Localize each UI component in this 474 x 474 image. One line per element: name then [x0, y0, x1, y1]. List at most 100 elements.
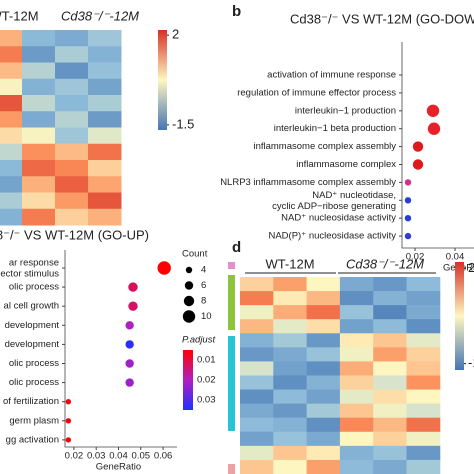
x-tick-label: 0.05 — [132, 451, 151, 462]
row-annotation — [228, 336, 235, 431]
size-legend-label: 6 — [201, 280, 206, 291]
heatmap-cell — [373, 389, 407, 405]
heatmap-cell — [55, 62, 89, 80]
heatmap-cell — [240, 291, 274, 306]
heatmap-cell — [406, 277, 441, 292]
dot — [426, 104, 440, 118]
heatmap-cell — [339, 445, 374, 461]
heatmap-cell — [339, 361, 374, 376]
heatmap-cell — [0, 78, 23, 96]
heatmap-cell — [306, 347, 341, 362]
heatmap-cell — [339, 319, 374, 334]
heatmap-cell — [273, 403, 308, 419]
heatmap-cell — [339, 431, 374, 447]
x-tick-label: 0.06 — [154, 451, 173, 462]
heatmap-cell — [55, 160, 89, 177]
heatmap-cell — [406, 361, 441, 376]
heatmap-cell — [88, 62, 122, 80]
heatmap-cell — [373, 403, 407, 419]
colorbar-label: -1 — [468, 355, 474, 370]
dot — [128, 282, 138, 292]
heatmap-cell — [306, 291, 341, 306]
heatmap-cell — [55, 176, 89, 193]
heatmap-cell — [406, 403, 441, 419]
heatmap-cell — [373, 333, 407, 348]
heatmap-cell — [406, 431, 441, 447]
heatmap-cell — [273, 361, 308, 376]
y-tick-label: of fertilization — [3, 396, 59, 407]
colorbar — [455, 262, 464, 370]
dot — [404, 232, 412, 240]
y-tick-label: NAD⁺ nucleotidase, cyclic ADP−ribose gene… — [272, 189, 396, 211]
size-legend-label: 10 — [201, 311, 212, 322]
y-tick-label: olic process — [9, 358, 59, 369]
dot — [412, 141, 424, 152]
y-tick-label: al cell growth — [4, 301, 59, 312]
heatmap-cell — [240, 277, 274, 292]
panel-title: Cd38⁻/⁻ VS WT-12M (GO-DOWN) — [290, 11, 474, 26]
heatmap-cell — [406, 417, 441, 433]
heatmap-cell — [373, 445, 407, 461]
heatmap-cell — [240, 459, 274, 474]
y-tick-label: NAD(P)⁺ nucleosidase activity — [268, 231, 396, 242]
heatmap-cell — [88, 46, 122, 63]
heatmap-cell — [88, 208, 122, 226]
heatmap-cell — [88, 127, 122, 145]
heatmap-cell — [240, 431, 274, 447]
heatmap-cell — [373, 361, 407, 376]
heatmap-cell — [55, 30, 89, 47]
heatmap-cell — [88, 176, 122, 193]
heatmap-cell — [55, 143, 89, 161]
row-annotation — [228, 262, 235, 269]
size-legend-label: 8 — [201, 296, 206, 307]
heatmap-cell — [240, 445, 274, 461]
heatmap-cell — [0, 30, 23, 47]
heatmap-cell — [55, 95, 89, 112]
heatmap-cell — [339, 459, 374, 474]
group-label: WT-12M — [265, 256, 314, 271]
x-axis-label: GeneRatio — [96, 462, 141, 473]
heatmap-cell — [273, 431, 308, 447]
heatmap-cell — [273, 291, 308, 306]
heatmap-cell — [55, 127, 89, 145]
color-legend-title: P.adjust — [182, 335, 215, 346]
heatmap-cell — [339, 347, 374, 362]
heatmap-cell — [306, 333, 341, 348]
y-tick-label: inflammasome complex — [296, 159, 396, 170]
heatmap-cell — [0, 111, 23, 128]
color-legend-label: 0.02 — [197, 375, 216, 386]
size-legend-dot — [183, 295, 195, 307]
dot — [125, 340, 134, 349]
panel-label: b — [232, 3, 241, 20]
dot — [128, 301, 138, 311]
heatmap-cell — [373, 291, 407, 306]
heatmap-cell — [306, 445, 341, 461]
y-tick-label: gg activation — [6, 434, 59, 445]
y-tick-label: germ plasm — [9, 415, 59, 426]
heatmap-cell — [55, 192, 89, 210]
heatmap-cell — [88, 30, 122, 47]
y-tick-label: olic process — [9, 282, 59, 293]
group-label: Cd38⁻/⁻-12M — [61, 8, 139, 23]
row-annotation — [228, 464, 235, 474]
heatmap-cell — [0, 127, 23, 145]
y-tick-label: interleukin−1 beta production — [274, 123, 396, 134]
y-tick-label: development — [5, 339, 60, 350]
heatmap-cell — [406, 375, 441, 391]
heatmap-cell — [306, 375, 341, 391]
colorbar-label: 2 — [172, 27, 179, 42]
y-tick-label: NLRP3 inflammasome complex assembly — [220, 177, 396, 188]
dot — [65, 418, 72, 424]
heatmap-cell — [339, 277, 374, 292]
heatmap-cell — [406, 445, 441, 461]
dot — [404, 179, 412, 186]
heatmap-cell — [306, 417, 341, 433]
y-tick-label: ar response ector stimulus — [0, 257, 59, 279]
heatmap-cell — [406, 459, 441, 474]
heatmap-cell — [240, 347, 274, 362]
x-tick-label: 0.04 — [109, 451, 128, 462]
heatmap-cell — [273, 305, 308, 320]
heatmap-cell — [22, 78, 56, 96]
heatmap-cell — [373, 417, 407, 433]
color-legend-label: 0.03 — [197, 395, 216, 406]
